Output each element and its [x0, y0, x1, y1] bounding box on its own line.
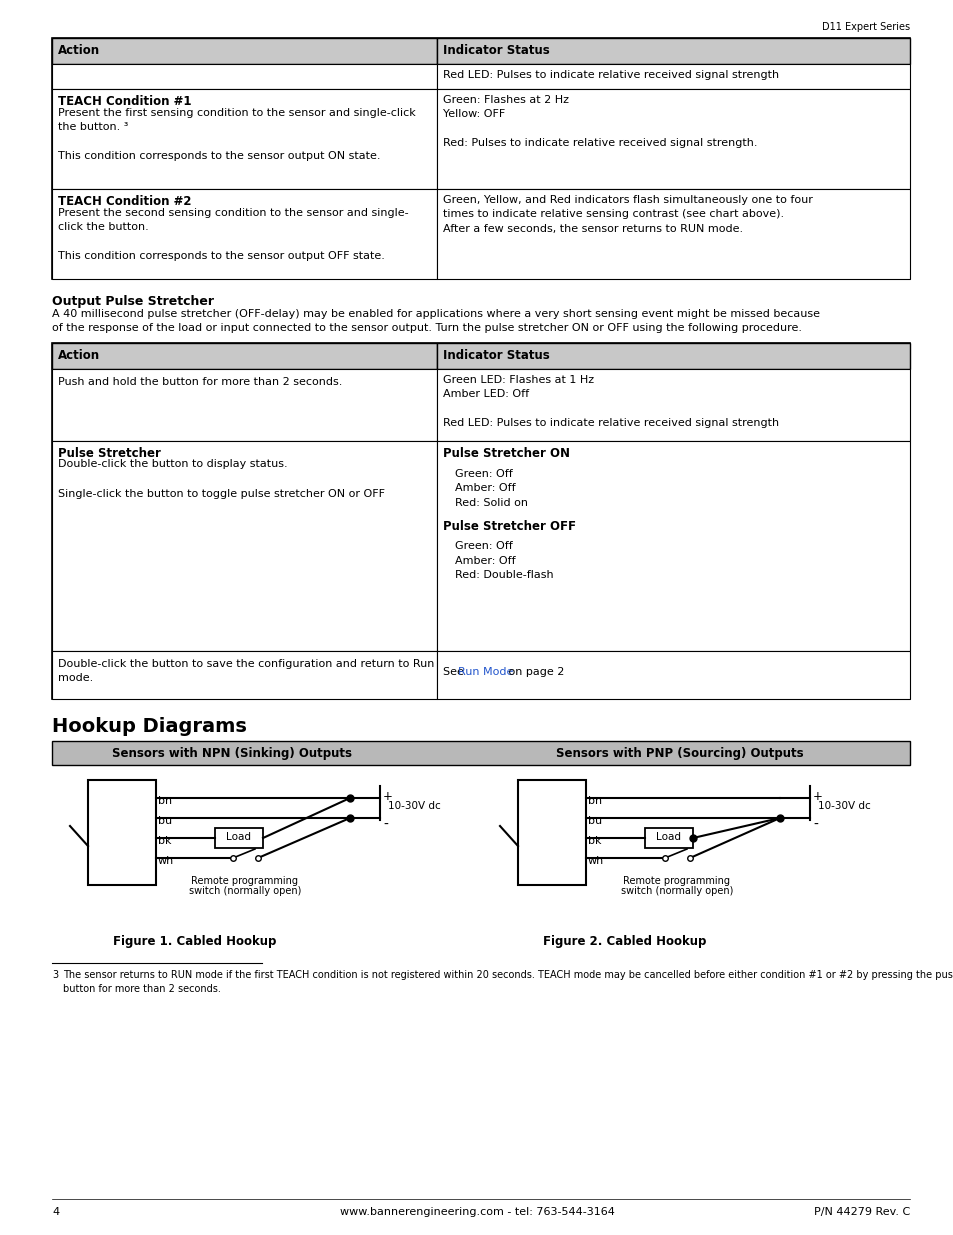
Text: switch (normally open): switch (normally open)	[620, 885, 733, 897]
Text: bk: bk	[158, 836, 172, 846]
Text: Present the second sensing condition to the sensor and single-
click the button.: Present the second sensing condition to …	[58, 207, 408, 261]
Bar	[436, 441, 909, 651]
Bar	[436, 89, 909, 189]
Bar	[517, 781, 585, 885]
Text: Red: Double-flash: Red: Double-flash	[455, 571, 553, 580]
Text: Green: Off: Green: Off	[455, 469, 512, 479]
Bar	[644, 827, 692, 848]
Text: bu: bu	[587, 816, 601, 826]
Text: Present the first sensing condition to the sensor and single-click
the button. ³: Present the first sensing condition to t…	[58, 107, 416, 162]
Text: Double-click the button to display status.

Single-click the button to toggle pu: Double-click the button to display statu…	[58, 459, 385, 499]
Bar	[52, 369, 436, 441]
Text: Green: Off: Green: Off	[455, 541, 512, 551]
Text: Load: Load	[656, 832, 680, 842]
Bar	[52, 651, 436, 699]
Bar	[52, 38, 436, 64]
Text: Green, Yellow, and Red indicators flash simultaneously one to four
times to indi: Green, Yellow, and Red indicators flash …	[442, 195, 812, 233]
Text: Push and hold the button for more than 2 seconds.: Push and hold the button for more than 2…	[58, 377, 342, 387]
Text: wh: wh	[158, 856, 174, 866]
Text: TEACH Condition #1: TEACH Condition #1	[58, 95, 192, 107]
Bar	[436, 651, 909, 699]
Text: Remote programming: Remote programming	[623, 876, 730, 885]
Text: Output Pulse Stretcher: Output Pulse Stretcher	[52, 295, 213, 308]
Bar	[214, 827, 263, 848]
Text: bn: bn	[158, 797, 172, 806]
Text: bu: bu	[158, 816, 172, 826]
Text: switch (normally open): switch (normally open)	[189, 885, 301, 897]
Text: Pulse Stretcher OFF: Pulse Stretcher OFF	[442, 520, 576, 532]
Text: +: +	[812, 790, 822, 803]
Text: The sensor returns to RUN mode if the first TEACH condition is not registered wi: The sensor returns to RUN mode if the fi…	[63, 969, 953, 994]
Bar	[436, 343, 909, 369]
Text: D11 Expert Series: D11 Expert Series	[821, 22, 909, 32]
Text: Hookup Diagrams: Hookup Diagrams	[52, 718, 247, 736]
Text: Load: Load	[226, 832, 252, 842]
Text: 10-30V dc: 10-30V dc	[388, 802, 440, 811]
Bar	[436, 38, 909, 64]
Text: A 40 millisecond pulse stretcher (OFF-delay) may be enabled for applications whe: A 40 millisecond pulse stretcher (OFF-de…	[52, 309, 820, 333]
Text: -: -	[382, 818, 388, 832]
Bar	[52, 343, 436, 369]
Text: Green LED: Flashes at 1 Hz
Amber LED: Off

Red LED: Pulses to indicate relative : Green LED: Flashes at 1 Hz Amber LED: Of…	[442, 375, 779, 429]
Text: Figure 2. Cabled Hookup: Figure 2. Cabled Hookup	[543, 935, 706, 948]
Bar	[52, 189, 436, 279]
Text: Amber: Off: Amber: Off	[455, 556, 515, 566]
Text: 3: 3	[52, 969, 58, 981]
Bar	[52, 64, 436, 89]
Text: bk: bk	[587, 836, 601, 846]
Text: Pulse Stretcher: Pulse Stretcher	[58, 447, 161, 459]
Bar	[436, 64, 909, 89]
Text: 4: 4	[52, 1207, 59, 1216]
Text: Indicator Status: Indicator Status	[442, 350, 549, 362]
Bar	[52, 38, 909, 279]
Bar	[436, 189, 909, 279]
Text: Action: Action	[58, 44, 100, 57]
Text: See: See	[442, 667, 467, 677]
Text: Run Mode: Run Mode	[457, 667, 513, 677]
Text: TEACH Condition #2: TEACH Condition #2	[58, 195, 192, 207]
Text: wh: wh	[587, 856, 603, 866]
Text: www.bannerengineering.com - tel: 763-544-3164: www.bannerengineering.com - tel: 763-544…	[339, 1207, 614, 1216]
Text: Sensors with NPN (Sinking) Outputs: Sensors with NPN (Sinking) Outputs	[112, 747, 352, 760]
Bar	[52, 343, 909, 699]
Bar	[52, 441, 436, 651]
Text: Indicator Status: Indicator Status	[442, 44, 549, 57]
Text: Red LED: Pulses to indicate relative received signal strength: Red LED: Pulses to indicate relative rec…	[442, 70, 779, 80]
Text: Pulse Stretcher ON: Pulse Stretcher ON	[442, 447, 569, 459]
Text: -: -	[812, 818, 817, 832]
Text: Double-click the button to save the configuration and return to Run
mode.: Double-click the button to save the conf…	[58, 659, 434, 683]
Text: Action: Action	[58, 350, 100, 362]
Bar	[52, 89, 436, 189]
Text: Figure 1. Cabled Hookup: Figure 1. Cabled Hookup	[113, 935, 276, 948]
Text: bn: bn	[587, 797, 601, 806]
Bar	[436, 369, 909, 441]
Text: Amber: Off: Amber: Off	[455, 483, 515, 493]
Bar	[88, 781, 156, 885]
Text: Remote programming: Remote programming	[192, 876, 298, 885]
Text: Green: Flashes at 2 Hz
Yellow: OFF

Red: Pulses to indicate relative received si: Green: Flashes at 2 Hz Yellow: OFF Red: …	[442, 95, 757, 148]
Text: P/N 44279 Rev. C: P/N 44279 Rev. C	[813, 1207, 909, 1216]
Text: +: +	[382, 790, 393, 803]
Bar	[52, 741, 909, 764]
Text: on page 2: on page 2	[504, 667, 564, 677]
Text: Sensors with PNP (Sourcing) Outputs: Sensors with PNP (Sourcing) Outputs	[556, 747, 803, 760]
Text: 10-30V dc: 10-30V dc	[817, 802, 870, 811]
Text: Red: Solid on: Red: Solid on	[455, 498, 527, 508]
